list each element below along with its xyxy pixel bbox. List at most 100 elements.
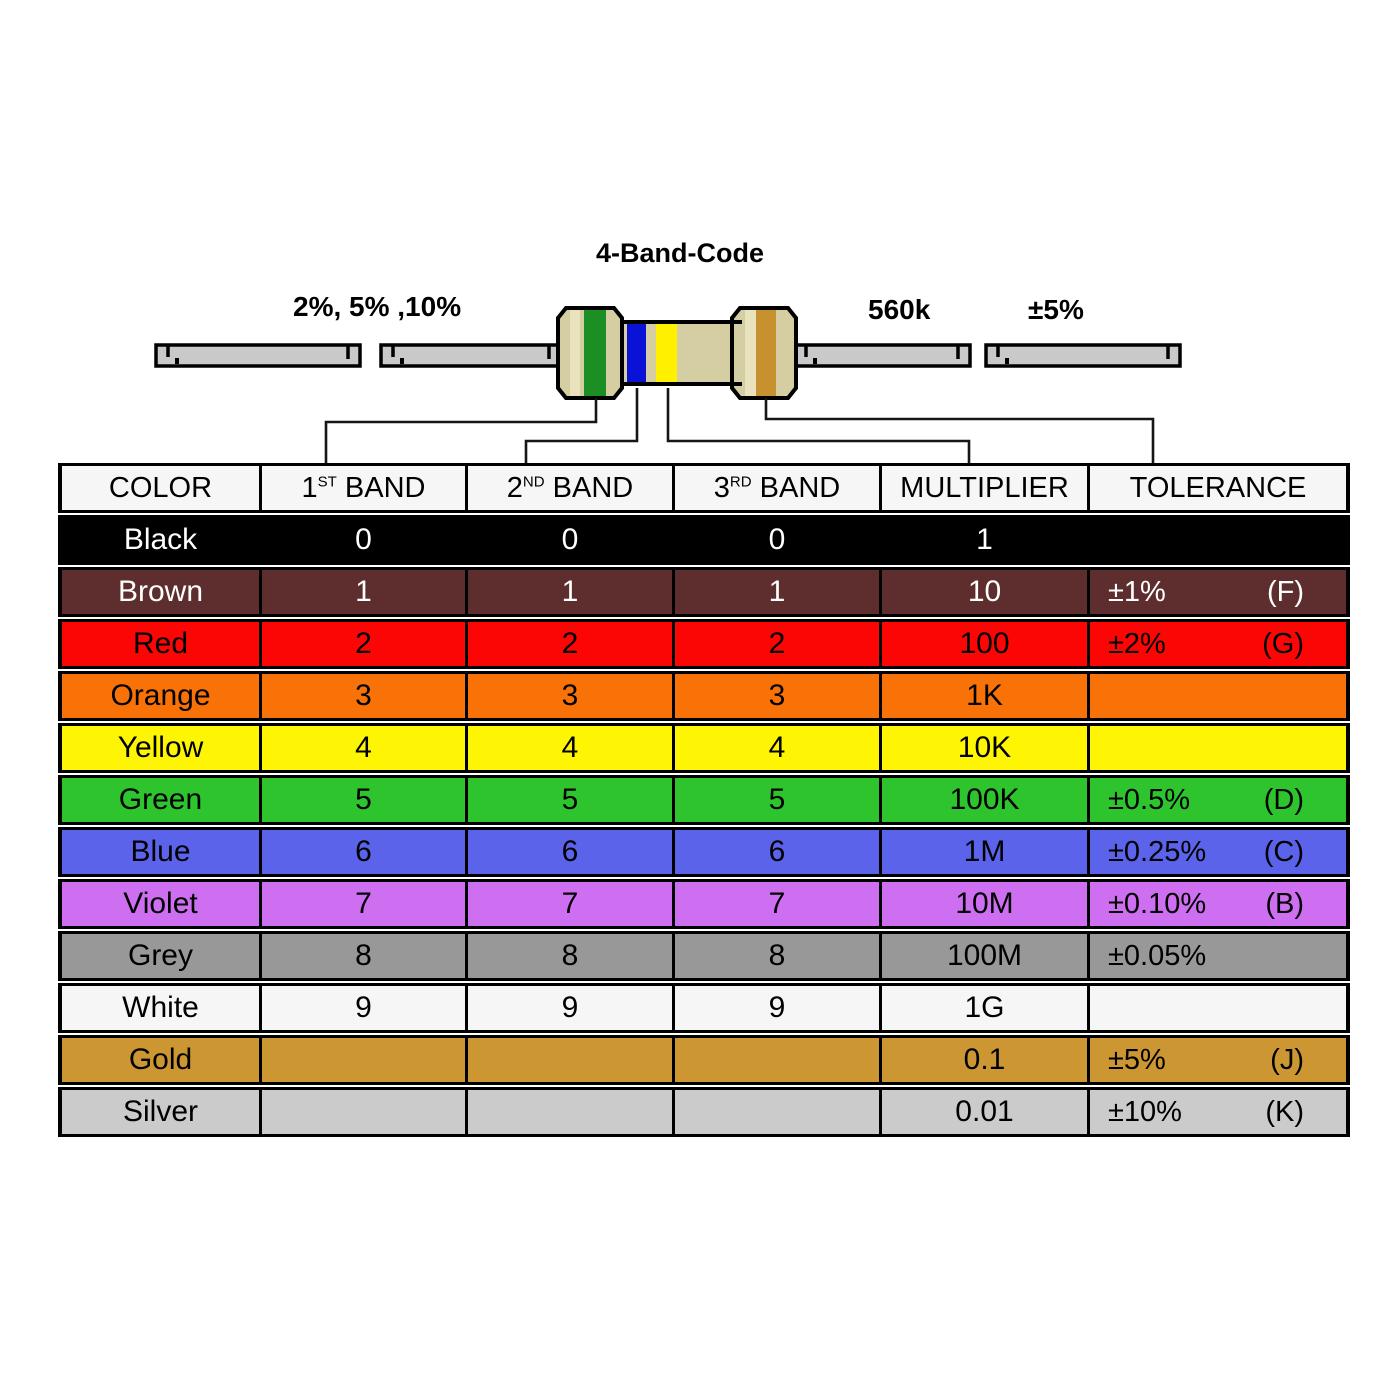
- band2-cell: 7: [468, 879, 675, 929]
- table-row: Red 2 2 2 100 ±2% (G): [58, 619, 1350, 669]
- tolerance-wrap: ±0.25% (C): [1090, 836, 1346, 869]
- header-tolerance: TOLERANCE: [1090, 463, 1350, 513]
- resistor-band-gold: [756, 310, 776, 396]
- band1-cell: 8: [262, 931, 468, 981]
- band1-cell: [262, 1087, 468, 1137]
- tolerance-cell: [1090, 723, 1350, 773]
- tolerance-cell: ±0.10% (B): [1090, 879, 1350, 929]
- table-row: Silver 0.01 ±10% (K): [58, 1087, 1350, 1137]
- header-multiplier: MULTIPLIER: [882, 463, 1090, 513]
- color-code-table: COLOR 1ST BAND 2ND BAND 3RD BAND MULTIPL…: [58, 461, 1350, 1139]
- band3-cell: 6: [675, 827, 882, 877]
- tolerance-value: ±0.10%: [1108, 887, 1207, 920]
- multiplier-cell: 10: [882, 567, 1090, 617]
- tolerance-value: ±2%: [1108, 627, 1166, 660]
- tolerance-value-label: ±5%: [1028, 294, 1084, 325]
- resistor-band-yellow: [656, 324, 677, 382]
- resistor-lead-left: [379, 343, 563, 368]
- tolerance-code: (F): [1266, 575, 1304, 608]
- table-row: White 9 9 9 1G: [58, 983, 1350, 1033]
- table-row: Gold 0.1 ±5% (J): [58, 1035, 1350, 1085]
- connector-gold-to-tolerance: [764, 398, 1155, 465]
- tolerance-value: ±1%: [1108, 575, 1166, 608]
- diagram-title: 4-Band-Code: [596, 238, 764, 268]
- tolerance-cell: [1090, 671, 1350, 721]
- multiplier-cell: 100K: [882, 775, 1090, 825]
- multiplier-cell: 100M: [882, 931, 1090, 981]
- band3-cell: 0: [675, 515, 882, 565]
- band1-cell: 1: [262, 567, 468, 617]
- resistor-band-green: [584, 310, 606, 396]
- band1-cell: [262, 1035, 468, 1085]
- connector-blue-to-band2: [524, 388, 639, 465]
- tolerance-cell: [1090, 983, 1350, 1033]
- band2-cell: 5: [468, 775, 675, 825]
- tolerance-code: (J): [1270, 1043, 1304, 1076]
- tolerance-wrap: ±0.5% (D): [1090, 784, 1346, 817]
- band3-cell: 1: [675, 567, 882, 617]
- tolerance-cell: ±0.25% (C): [1090, 827, 1350, 877]
- resistor-illustration: [154, 306, 1182, 400]
- band3-cell: 3: [675, 671, 882, 721]
- tolerance-wrap: ±0.05%: [1090, 940, 1346, 973]
- tolerance-code: (B): [1265, 887, 1304, 920]
- band1-cell: 2: [262, 619, 468, 669]
- tolerance-cell: ±0.5% (D): [1090, 775, 1350, 825]
- band2-cell: 3: [468, 671, 675, 721]
- band1-cell: 3: [262, 671, 468, 721]
- tolerance-code: (D): [1263, 783, 1304, 816]
- band3-cell: [675, 1035, 882, 1085]
- table-row: Orange 3 3 3 1K: [58, 671, 1350, 721]
- band2-cell: 4: [468, 723, 675, 773]
- color-name-cell: Grey: [58, 931, 262, 981]
- band1-cell: 4: [262, 723, 468, 773]
- band2-cell: [468, 1087, 675, 1137]
- color-name-cell: Violet: [58, 879, 262, 929]
- band1-cell: 9: [262, 983, 468, 1033]
- resistor-body-outline: [556, 306, 798, 400]
- multiplier-cell: 100: [882, 619, 1090, 669]
- color-name-cell: Black: [58, 515, 262, 565]
- table-row: Violet 7 7 7 10M ±0.10% (B): [58, 879, 1350, 929]
- tolerance-cell: ±2% (G): [1090, 619, 1350, 669]
- tolerance-options-label: 2%, 5% ,10%: [293, 291, 462, 322]
- tolerance-wrap: ±10% (K): [1090, 1096, 1346, 1129]
- band2-cell: [468, 1035, 675, 1085]
- multiplier-cell: 1: [882, 515, 1090, 565]
- table-row: Green 5 5 5 100K ±0.5% (D): [58, 775, 1350, 825]
- color-name-cell: Yellow: [58, 723, 262, 773]
- band2-cell: 0: [468, 515, 675, 565]
- band2-cell: 8: [468, 931, 675, 981]
- band3-cell: 5: [675, 775, 882, 825]
- band2-cell: 2: [468, 619, 675, 669]
- tolerance-value: ±0.25%: [1108, 835, 1207, 868]
- table-row: Yellow 4 4 4 10K: [58, 723, 1350, 773]
- header-band3: 3RD BAND: [675, 463, 882, 513]
- band2-cell: 6: [468, 827, 675, 877]
- header-color: COLOR: [58, 463, 262, 513]
- color-name-cell: Green: [58, 775, 262, 825]
- tolerance-value: ±10%: [1108, 1095, 1182, 1128]
- tolerance-cell: [1090, 515, 1350, 565]
- tolerance-value: ±5%: [1108, 1043, 1166, 1076]
- table-row: Brown 1 1 1 10 ±1% (F): [58, 567, 1350, 617]
- resistor-lead-far-right: [984, 343, 1182, 368]
- multiplier-cell: 10K: [882, 723, 1090, 773]
- color-name-cell: Gold: [58, 1035, 262, 1085]
- band3-cell: 8: [675, 931, 882, 981]
- band-connector-lines: [324, 388, 1155, 465]
- band3-cell: 2: [675, 619, 882, 669]
- tolerance-cell: ±5% (J): [1090, 1035, 1350, 1085]
- tolerance-value: ±0.5%: [1108, 783, 1191, 816]
- multiplier-cell: 1M: [882, 827, 1090, 877]
- tolerance-value: ±0.05%: [1108, 939, 1207, 972]
- tolerance-wrap: ±0.10% (B): [1090, 888, 1346, 921]
- multiplier-cell: 0.01: [882, 1087, 1090, 1137]
- tolerance-code: (C): [1263, 835, 1304, 868]
- connector-green-to-band1: [324, 398, 598, 465]
- color-name-cell: Blue: [58, 827, 262, 877]
- tolerance-code: (K): [1265, 1095, 1304, 1128]
- band3-cell: [675, 1087, 882, 1137]
- header-band1: 1ST BAND: [262, 463, 468, 513]
